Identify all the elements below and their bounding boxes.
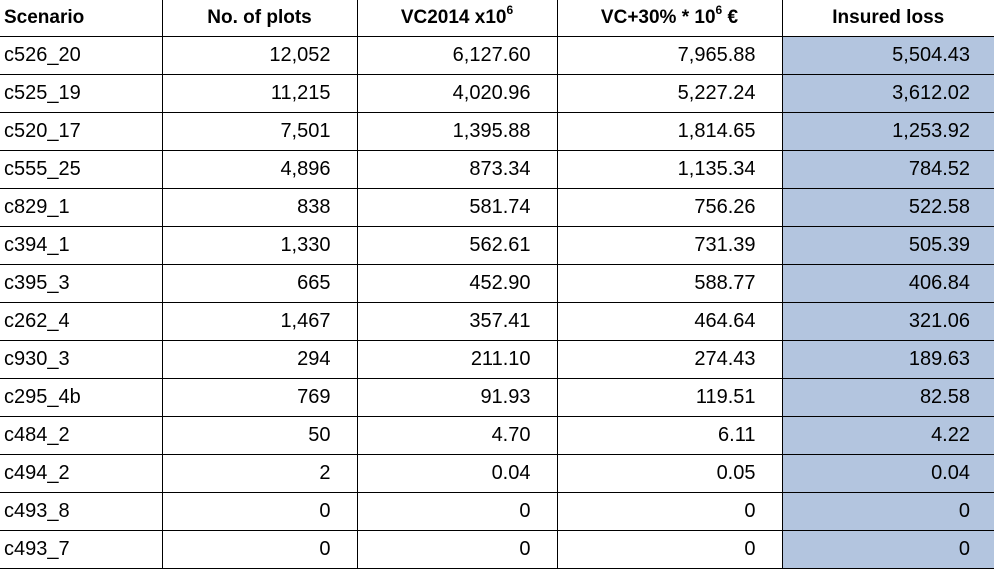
cell-scenario: c262_4 — [0, 302, 163, 341]
table-row: c526_20 12,052 6,127.60 7,965.88 5,504.43 — [0, 36, 994, 75]
cell-vc2014: 211.10 — [357, 340, 558, 379]
table-row: c395_3 665 452.90 588.77 406.84 — [0, 264, 994, 303]
cell-scenario: c484_2 — [0, 416, 163, 455]
table-row: c525_19 11,215 4,020.96 5,227.24 3,612.02 — [0, 74, 994, 113]
cell-insured: 82.58 — [782, 378, 994, 417]
cell-plots: 50 — [162, 416, 358, 455]
header-vc2014-exponent: 6 — [506, 2, 514, 17]
cell-vc2014: 0 — [357, 530, 558, 569]
cell-plots: 294 — [162, 340, 358, 379]
cell-plots: 838 — [162, 188, 358, 227]
table-row: c930_3 294 211.10 274.43 189.63 — [0, 340, 994, 379]
cell-plots: 0 — [162, 492, 358, 531]
cell-vc2014: 581.74 — [357, 188, 558, 227]
cell-insured: 0.04 — [782, 454, 994, 493]
cell-scenario: c520_17 — [0, 112, 163, 151]
cell-plots: 1,330 — [162, 226, 358, 265]
cell-vc30: 6.11 — [557, 416, 783, 455]
cell-insured: 4.22 — [782, 416, 994, 455]
cell-scenario: c493_8 — [0, 492, 163, 531]
cell-insured: 3,612.02 — [782, 74, 994, 113]
table-row: c493_8 0 0 0 0 — [0, 492, 994, 531]
cell-vc2014: 562.61 — [357, 226, 558, 265]
cell-insured: 189.63 — [782, 340, 994, 379]
cell-insured: 784.52 — [782, 150, 994, 189]
table-row: c262_4 1,467 357.41 464.64 321.06 — [0, 302, 994, 341]
cell-plots: 0 — [162, 530, 358, 569]
header-row: Scenario No. of plots VC2014 x106 VC+30%… — [0, 0, 994, 37]
table-row: c493_7 0 0 0 0 — [0, 530, 994, 569]
cell-vc30: 0 — [557, 530, 783, 569]
cell-vc2014: 0 — [357, 492, 558, 531]
cell-vc30: 1,135.34 — [557, 150, 783, 189]
cell-vc2014: 91.93 — [357, 378, 558, 417]
cell-vc30: 756.26 — [557, 188, 783, 227]
cell-scenario: c493_7 — [0, 530, 163, 569]
cell-vc2014: 357.41 — [357, 302, 558, 341]
table-row: c295_4b 769 91.93 119.51 82.58 — [0, 378, 994, 417]
cell-scenario: c829_1 — [0, 188, 163, 227]
table-row: c484_2 50 4.70 6.11 4.22 — [0, 416, 994, 455]
cell-vc2014: 0.04 — [357, 454, 558, 493]
cell-vc2014: 873.34 — [357, 150, 558, 189]
cell-plots: 4,896 — [162, 150, 358, 189]
cell-insured: 0 — [782, 530, 994, 569]
cell-plots: 11,215 — [162, 74, 358, 113]
cell-vc30: 0.05 — [557, 454, 783, 493]
header-vc30-unit: € — [722, 7, 739, 28]
cell-vc30: 588.77 — [557, 264, 783, 303]
table-row: c494_2 2 0.04 0.05 0.04 — [0, 454, 994, 493]
cell-scenario: c526_20 — [0, 36, 163, 75]
cell-vc2014: 6,127.60 — [357, 36, 558, 75]
table-row: c520_17 7,501 1,395.88 1,814.65 1,253.92 — [0, 112, 994, 151]
header-vc30-base: VC+30% * 10 — [600, 7, 716, 28]
cell-vc2014: 452.90 — [357, 264, 558, 303]
cell-plots: 769 — [162, 378, 358, 417]
cell-scenario: c295_4b — [0, 378, 163, 417]
cell-insured: 1,253.92 — [782, 112, 994, 151]
header-insured: Insured loss — [782, 0, 994, 37]
cell-insured: 406.84 — [782, 264, 994, 303]
cell-insured: 5,504.43 — [782, 36, 994, 75]
cell-scenario: c394_1 — [0, 226, 163, 265]
header-vc2014-base: VC2014 x10 — [400, 7, 507, 28]
table-row: c555_25 4,896 873.34 1,135.34 784.52 — [0, 150, 994, 189]
cell-vc30: 1,814.65 — [557, 112, 783, 151]
header-plots: No. of plots — [162, 0, 358, 37]
cell-scenario: c525_19 — [0, 74, 163, 113]
cell-insured: 505.39 — [782, 226, 994, 265]
cell-vc30: 119.51 — [557, 378, 783, 417]
cell-vc2014: 1,395.88 — [357, 112, 558, 151]
cell-plots: 7,501 — [162, 112, 358, 151]
cell-scenario: c930_3 — [0, 340, 163, 379]
cell-insured: 522.58 — [782, 188, 994, 227]
header-scenario: Scenario — [0, 0, 163, 37]
cell-scenario: c555_25 — [0, 150, 163, 189]
table-row: c394_1 1,330 562.61 731.39 505.39 — [0, 226, 994, 265]
cell-plots: 12,052 — [162, 36, 358, 75]
cell-vc2014: 4,020.96 — [357, 74, 558, 113]
cell-vc30: 5,227.24 — [557, 74, 783, 113]
cell-scenario: c494_2 — [0, 454, 163, 493]
header-vc30: VC+30% * 106 € — [557, 0, 783, 37]
header-vc2014: VC2014 x106 — [357, 0, 558, 37]
cell-vc30: 464.64 — [557, 302, 783, 341]
cell-plots: 1,467 — [162, 302, 358, 341]
cell-vc2014: 4.70 — [357, 416, 558, 455]
cell-plots: 665 — [162, 264, 358, 303]
cell-vc30: 274.43 — [557, 340, 783, 379]
cell-scenario: c395_3 — [0, 264, 163, 303]
cell-vc30: 7,965.88 — [557, 36, 783, 75]
cell-insured: 321.06 — [782, 302, 994, 341]
cell-vc30: 731.39 — [557, 226, 783, 265]
cell-plots: 2 — [162, 454, 358, 493]
table-row: c829_1 838 581.74 756.26 522.58 — [0, 188, 994, 227]
header-vc30-exponent: 6 — [715, 2, 723, 17]
table-body: c526_20 12,052 6,127.60 7,965.88 5,504.43 c52… — [0, 36, 994, 569]
cell-vc30: 0 — [557, 492, 783, 531]
cell-insured: 0 — [782, 492, 994, 531]
